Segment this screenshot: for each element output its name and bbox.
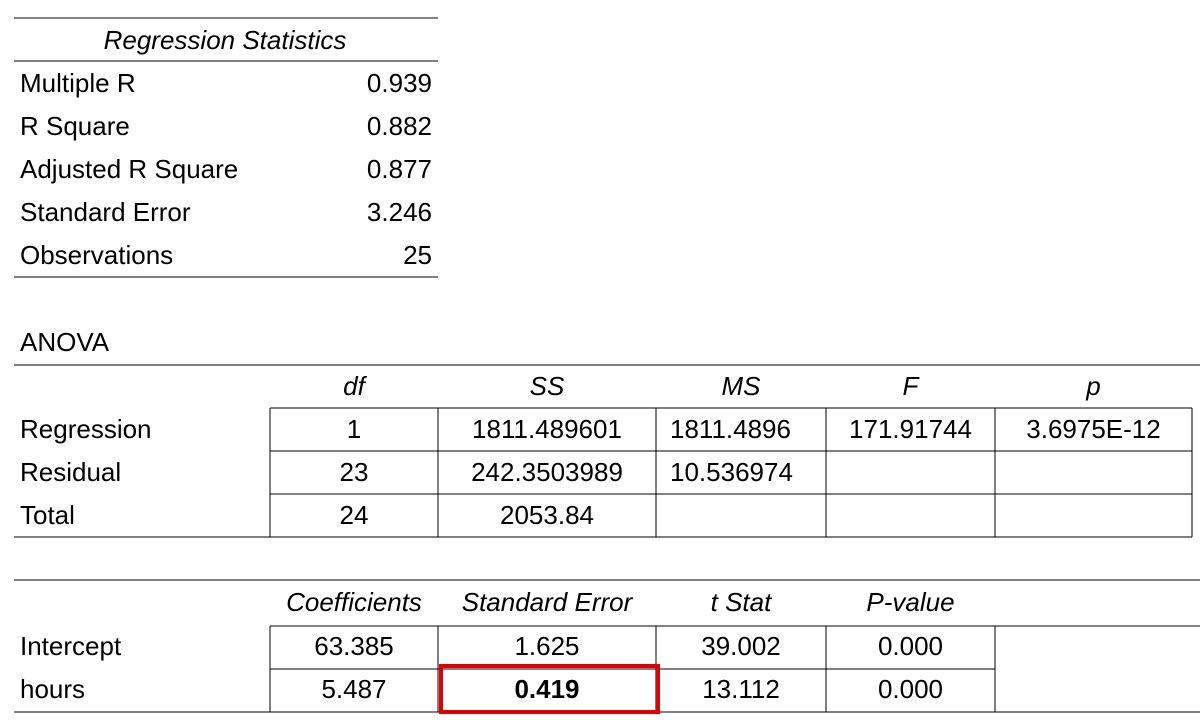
row-value: 3.246: [367, 197, 432, 227]
highlight-box: [439, 664, 660, 714]
column-header: MS: [722, 371, 762, 401]
cell-value: 171.91744: [849, 414, 972, 444]
cell-value: 242.3503989: [471, 457, 623, 487]
cell-value: 23: [340, 457, 369, 487]
cell-value: 39.002: [701, 631, 781, 661]
cell-value: 1.625: [514, 631, 579, 661]
cell-value: 1811.4896: [670, 414, 791, 444]
row-value: 0.939: [367, 68, 432, 98]
row-label: Standard Error: [20, 197, 191, 227]
row-value: 0.882: [367, 111, 432, 141]
column-header: P-value: [866, 587, 954, 617]
cell-value: 24: [340, 500, 369, 530]
column-header: F: [903, 371, 921, 401]
row-label: Residual: [20, 457, 121, 487]
row-label: R Square: [20, 111, 130, 141]
column-header: df: [343, 371, 367, 401]
cell-value: 13.112: [702, 674, 780, 704]
cell-value: 1811.489601: [472, 414, 622, 444]
section-title: Regression Statistics: [104, 25, 347, 55]
column-header: t Stat: [711, 587, 773, 617]
cell-value: 0.419: [514, 674, 579, 704]
cell-value: 1: [347, 414, 361, 444]
cell-value: 2053.84: [500, 500, 594, 530]
cell-value: 5.487: [321, 674, 386, 704]
section-title: ANOVA: [20, 327, 110, 357]
row-value: 0.877: [367, 154, 432, 184]
cell-value: 63.385: [314, 631, 394, 661]
cell-value: 0.000: [878, 674, 943, 704]
cell-value: 0.000: [878, 631, 943, 661]
column-header: p: [1085, 371, 1100, 401]
column-header: Coefficients: [286, 587, 422, 617]
column-header: Standard Error: [462, 587, 634, 617]
row-label: Adjusted R Square: [20, 154, 238, 184]
row-label: Regression: [20, 414, 152, 444]
cell-value: 3.6975E-12: [1026, 414, 1160, 444]
row-label: Multiple R: [20, 68, 136, 98]
row-label: Observations: [20, 240, 173, 270]
row-value: 25: [403, 240, 432, 270]
cell-value: 10.536974: [670, 457, 793, 487]
row-label: Total: [20, 500, 75, 530]
row-label: Intercept: [20, 631, 122, 661]
column-header: SS: [530, 371, 565, 401]
row-label: hours: [20, 674, 85, 704]
